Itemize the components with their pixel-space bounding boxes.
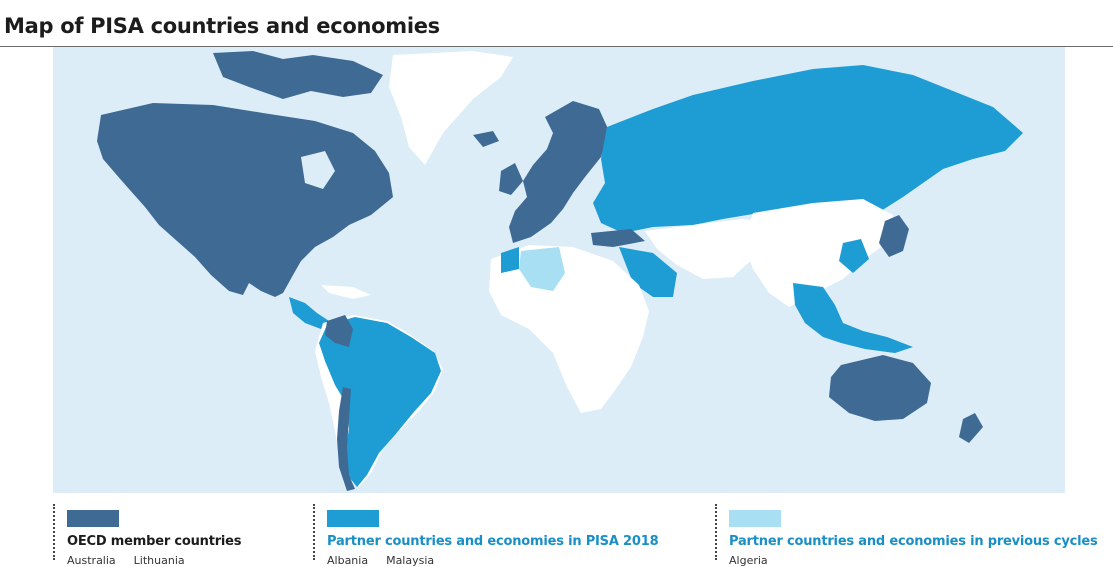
region-colombia-oecd xyxy=(325,315,353,347)
legend-list-partner-previous: Algeria xyxy=(729,554,786,567)
legend-oecd: OECD member countries Australia Lithuania xyxy=(53,504,303,567)
legend-list-partner-2018: Albania Malaysia xyxy=(327,554,452,567)
title-bar: Map of PISA countries and economies xyxy=(0,0,1113,47)
region-north-america-oecd xyxy=(97,103,393,297)
legend-item: Algeria xyxy=(729,554,768,567)
region-europe-oecd xyxy=(509,101,609,243)
legend-title-oecd: OECD member countries xyxy=(67,534,242,549)
page-title: Map of PISA countries and economies xyxy=(4,14,440,38)
region-greenland xyxy=(389,51,513,165)
region-africa xyxy=(489,245,649,413)
region-central-asia xyxy=(645,219,773,279)
legend-divider xyxy=(715,504,717,560)
legend-swatch-partner-2018 xyxy=(327,510,379,527)
region-central-america-2018 xyxy=(289,297,329,329)
legend-swatch-partner-previous xyxy=(729,510,781,527)
legend-partner-previous: Partner countries and economies in previ… xyxy=(715,504,1113,567)
region-japan-oecd xyxy=(879,215,909,257)
region-australia-oecd xyxy=(829,355,931,421)
region-morocco-2018 xyxy=(501,247,519,273)
legend-item: Albania xyxy=(327,554,369,567)
region-iceland-oecd xyxy=(473,131,499,147)
region-turkey-oecd xyxy=(591,229,645,247)
region-caribbean xyxy=(321,285,371,299)
region-uk-oecd xyxy=(499,163,523,195)
legend-divider xyxy=(53,504,55,560)
legend-title-partner-previous: Partner countries and economies in previ… xyxy=(729,534,1098,549)
legend-item: Australia xyxy=(67,554,116,567)
world-map-svg xyxy=(53,47,1065,493)
region-russia-2018 xyxy=(593,65,1023,233)
legend-swatch-oecd xyxy=(67,510,119,527)
region-south-america-2018 xyxy=(319,317,441,487)
region-southeast-asia-2018 xyxy=(793,283,913,353)
region-new-zealand-oecd xyxy=(959,413,983,443)
region-asia-other xyxy=(743,199,893,307)
region-canada-arctic xyxy=(213,51,383,99)
region-gulf-2018 xyxy=(619,247,677,297)
region-china-2018 xyxy=(839,239,869,273)
legend-title-partner-2018: Partner countries and economies in PISA … xyxy=(327,534,659,549)
region-north-africa-previous xyxy=(519,247,565,291)
legend-divider xyxy=(313,504,315,560)
legend-item: Malaysia xyxy=(386,554,435,567)
world-map xyxy=(53,47,1065,493)
legend-partner-2018: Partner countries and economies in PISA … xyxy=(313,504,703,567)
hudson-bay xyxy=(301,151,335,189)
legend-list-oecd: Australia Lithuania xyxy=(67,554,203,567)
legend-item: Lithuania xyxy=(133,554,185,567)
region-chile-oecd xyxy=(337,387,355,491)
